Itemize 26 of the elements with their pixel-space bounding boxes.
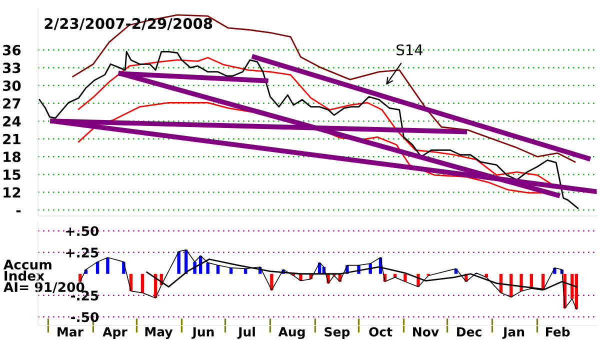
- x-tick-label: May: [145, 327, 173, 339]
- x-tick-label: Aug: [278, 327, 305, 339]
- x-tick-label: Sep: [324, 327, 350, 339]
- x-tick-label: Mar: [58, 327, 84, 337]
- y-tick-label: 30: [2, 80, 21, 91]
- y-tick-label: +.25: [66, 248, 98, 258]
- x-tick-label: Apr: [102, 327, 128, 339]
- y-tick-label: 36: [2, 44, 21, 56]
- y-tick-label: 18: [4, 152, 21, 162]
- x-tick-label: Oct: [369, 327, 392, 337]
- x-tick-label: Jan: [502, 327, 524, 339]
- y-tick-label: 27: [3, 98, 20, 109]
- y-tick-label: 33: [2, 62, 20, 74]
- y-tick-label: 21: [3, 134, 20, 144]
- y-tick-label: 12: [4, 187, 20, 198]
- x-tick-label: Dec: [457, 327, 482, 337]
- x-tick-label: Nov: [413, 327, 439, 337]
- x-tick-label: Jun: [192, 327, 214, 339]
- y-tick-label: 15: [4, 170, 20, 180]
- annotation: S14: [396, 44, 423, 56]
- x-tick-label: Jul: [237, 326, 255, 339]
- x-tick-label: Feb: [546, 326, 570, 337]
- y-tick-label: 24: [3, 116, 21, 126]
- y-tick-label: +.50: [66, 226, 99, 236]
- y-tick-label: -: [16, 210, 21, 212]
- y-tick-label: -.50: [71, 312, 99, 322]
